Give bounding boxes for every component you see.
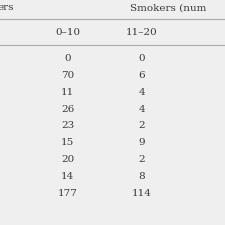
- Text: 15: 15: [61, 138, 74, 147]
- Text: 9: 9: [138, 138, 145, 147]
- Text: 0: 0: [138, 54, 145, 63]
- Text: 2: 2: [138, 122, 145, 130]
- Text: 177: 177: [58, 189, 77, 198]
- Text: 8: 8: [138, 172, 145, 181]
- Text: 4: 4: [138, 88, 145, 97]
- Text: 20: 20: [61, 155, 74, 164]
- Text: 14: 14: [61, 172, 74, 181]
- Text: 70: 70: [61, 71, 74, 80]
- Text: 23: 23: [61, 122, 74, 130]
- Text: 11: 11: [61, 88, 74, 97]
- Text: ers: ers: [0, 3, 14, 12]
- Text: Smokers (num: Smokers (num: [130, 3, 207, 12]
- Text: 11–20: 11–20: [126, 28, 158, 37]
- Text: 114: 114: [132, 189, 152, 198]
- Text: 6: 6: [138, 71, 145, 80]
- Text: 2: 2: [138, 155, 145, 164]
- Text: 0–10: 0–10: [55, 28, 80, 37]
- Text: 0: 0: [64, 54, 71, 63]
- Text: 26: 26: [61, 105, 74, 114]
- Text: 4: 4: [138, 105, 145, 114]
